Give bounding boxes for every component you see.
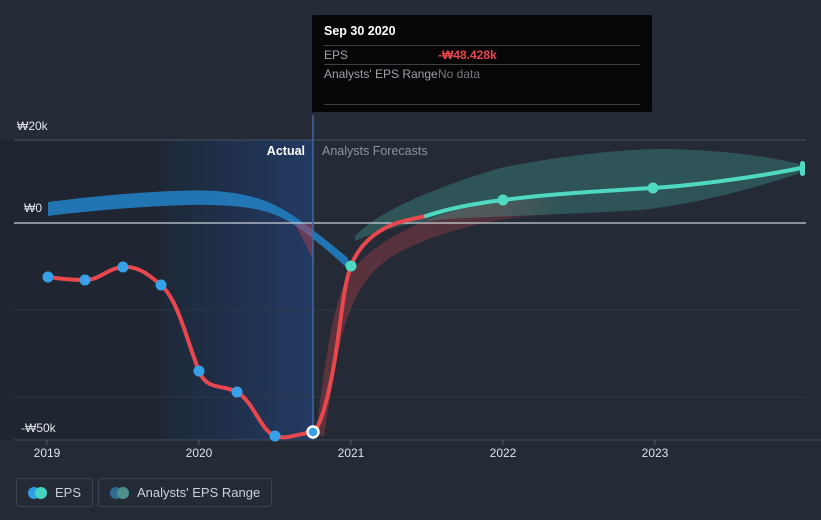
forecast-region-label: Analysts Forecasts: [322, 144, 428, 158]
eps-point-selected[interactable]: [306, 425, 320, 439]
tooltip-date: Sep 30 2020: [324, 24, 396, 38]
actual-region-label: Actual: [266, 144, 305, 158]
eps-legend-icon: [28, 486, 47, 499]
eps-forecast-line-positive: [424, 166, 803, 218]
forecast-point[interactable]: [345, 260, 357, 272]
x-axis-label-2023: 2023: [641, 446, 669, 460]
eps-point[interactable]: [155, 279, 167, 291]
tooltip-range-value: No data: [438, 67, 481, 81]
x-axis-label-2020: 2020: [185, 446, 213, 460]
y-axis-label-minus50k: -₩50k: [21, 421, 56, 435]
eps-point[interactable]: [269, 430, 281, 442]
x-axis-label-2021: 2021: [337, 446, 365, 460]
tooltip-row-eps: EPS -₩48.428k: [324, 45, 640, 64]
legend-eps-label: EPS: [55, 485, 82, 500]
eps-point[interactable]: [42, 271, 54, 283]
x-axis-label-2019: 2019: [33, 446, 61, 460]
tooltip-row-range: Analysts' EPS Range No data: [324, 64, 640, 83]
legend-item-eps[interactable]: EPS: [16, 478, 94, 507]
eps-point[interactable]: [193, 365, 205, 377]
tooltip-range-label: Analysts' EPS Range: [324, 67, 438, 81]
forecast-band-negative: [316, 196, 560, 437]
y-axis-label-0: ₩0: [24, 201, 42, 215]
chart-legend: EPS Analysts' EPS Range: [16, 478, 273, 507]
y-axis-label-20k: ₩20k: [17, 119, 48, 133]
forecast-end-cap: [800, 161, 805, 176]
eps-point[interactable]: [79, 274, 91, 286]
chart-tooltip: Sep 30 2020 EPS -₩48.428k Analysts' EPS …: [312, 15, 652, 112]
forecast-band-positive: [355, 149, 803, 241]
past-band-negative-tint: [295, 224, 313, 260]
eps-point[interactable]: [117, 261, 129, 273]
legend-item-analysts-range[interactable]: Analysts' EPS Range: [98, 478, 273, 507]
x-axis-label-2022: 2022: [489, 446, 517, 460]
analysts-range-legend-icon: [110, 486, 130, 499]
forecast-point[interactable]: [497, 194, 509, 206]
past-analyst-range-band: [48, 190, 348, 269]
eps-actual-line: [46, 264, 315, 440]
forecast-point[interactable]: [647, 182, 659, 194]
eps-point[interactable]: [231, 386, 243, 398]
tooltip-eps-label: EPS: [324, 48, 349, 62]
tooltip-bottom-divider: [324, 104, 640, 105]
tooltip-eps-value: -₩48.428k: [438, 48, 497, 62]
legend-analysts-range-label: Analysts' EPS Range: [137, 485, 261, 500]
